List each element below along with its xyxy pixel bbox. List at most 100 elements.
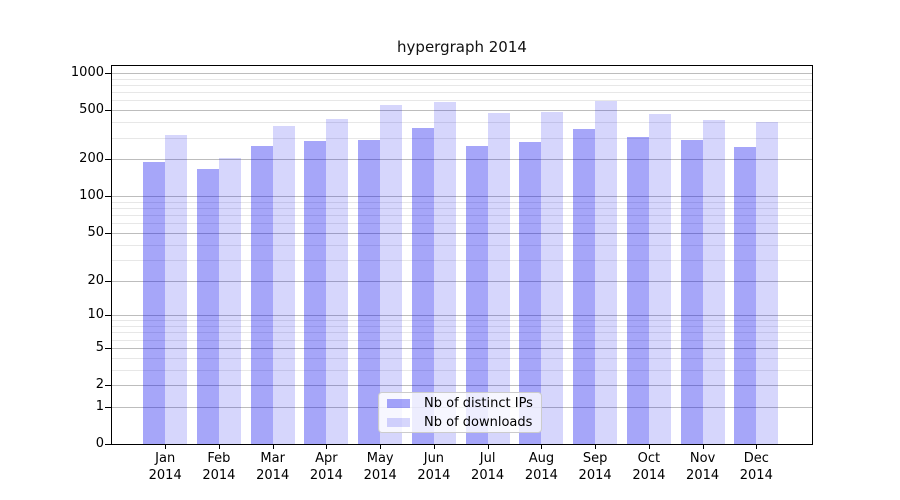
gridline-6 xyxy=(112,339,812,341)
bar-nb-of-downloads-sep-2014 xyxy=(595,100,618,444)
x-tick-mark-7 xyxy=(541,444,543,449)
y-tick-mark-1000 xyxy=(105,73,111,74)
bar-nb-of-distinct-ips-feb-2014 xyxy=(196,168,219,444)
bar-nb-of-distinct-ips-sep-2014 xyxy=(573,129,596,444)
gridline-800 xyxy=(112,85,812,86)
x-tick-label-dec-2014: Dec 2014 xyxy=(739,451,773,483)
x-tick-mark-1 xyxy=(218,444,220,449)
x-tick-label-mar-2014: Mar 2014 xyxy=(256,451,290,483)
bar-nb-of-distinct-ips-mar-2014 xyxy=(250,146,273,444)
x-tick-label-nov-2014: Nov 2014 xyxy=(686,451,720,483)
gridline-5 xyxy=(112,347,812,349)
x-tick-mark-5 xyxy=(433,444,435,449)
y-tick-label-10: 10 xyxy=(87,307,104,323)
x-tick-label-oct-2014: Oct 2014 xyxy=(632,451,666,483)
gridline-600 xyxy=(112,100,812,102)
gridline-200 xyxy=(112,159,812,161)
x-tick-mark-11 xyxy=(756,444,758,449)
y-tick-mark-500 xyxy=(105,110,111,112)
plot-area: 0 1 2 5 10 20 50 100 200 500 1000 Jan 2014 Feb 2014 Ma… xyxy=(71,65,813,483)
gridline-60 xyxy=(112,223,812,225)
x-tick-mark-2 xyxy=(272,444,274,449)
y-tick-mark-50 xyxy=(105,232,111,234)
bar-nb-of-downloads-nov-2014 xyxy=(702,119,725,444)
gridline-500 xyxy=(112,110,812,112)
bar-nb-of-distinct-ips-jan-2014 xyxy=(143,162,166,444)
gridline-8 xyxy=(112,326,812,327)
bar-nb-of-downloads-jun-2014 xyxy=(433,102,456,444)
y-tick-label-20: 20 xyxy=(87,272,104,288)
bar-nb-of-downloads-mar-2014 xyxy=(272,125,295,444)
legend-item-distinct-ips: Nb of distinct IPs xyxy=(387,396,533,411)
x-tick-label-aug-2014: Aug 2014 xyxy=(524,451,558,483)
bar-nb-of-distinct-ips-nov-2014 xyxy=(680,139,703,444)
x-tick-label-jun-2014: Jun 2014 xyxy=(417,451,451,483)
gridline-700 xyxy=(112,92,812,94)
gridline-900 xyxy=(112,78,812,80)
y-tick-label-50: 50 xyxy=(87,224,104,240)
bar-nb-of-downloads-jul-2014 xyxy=(487,113,510,444)
bar-nb-of-downloads-may-2014 xyxy=(380,105,403,444)
y-tick-mark-10 xyxy=(105,315,111,317)
x-tick-mark-8 xyxy=(595,444,597,449)
bar-nb-of-distinct-ips-dec-2014 xyxy=(734,146,757,444)
bar-nb-of-downloads-dec-2014 xyxy=(756,121,779,444)
bar-nb-of-downloads-aug-2014 xyxy=(541,112,564,444)
gridline-40 xyxy=(112,244,812,246)
bar-nb-of-downloads-oct-2014 xyxy=(648,114,671,444)
gridline-80 xyxy=(112,208,812,209)
legend: Nb of distinct IPs Nb of downloads xyxy=(378,392,542,433)
x-tick-mark-0 xyxy=(165,444,167,449)
gridline-7 xyxy=(112,332,812,334)
gridline-100 xyxy=(112,196,812,198)
gridline-50 xyxy=(112,232,812,234)
y-tick-label-1000: 1000 xyxy=(70,65,104,80)
x-tick-label-jan-2014: Jan 2014 xyxy=(148,451,182,483)
gridline-400 xyxy=(112,122,812,124)
x-tick-label-may-2014: May 2014 xyxy=(363,451,397,483)
bar-nb-of-downloads-jan-2014 xyxy=(165,134,188,444)
x-tick-mark-4 xyxy=(380,444,382,449)
gridline-1000 xyxy=(112,73,812,74)
bar-nb-of-distinct-ips-may-2014 xyxy=(358,140,381,444)
x-tick-label-jul-2014: Jul 2014 xyxy=(471,451,505,483)
y-tick-mark-1 xyxy=(105,406,111,408)
bar-nb-of-downloads-apr-2014 xyxy=(326,118,349,444)
gridline-4 xyxy=(112,357,812,359)
y-tick-label-2: 2 xyxy=(95,377,104,392)
y-tick-mark-100 xyxy=(105,196,111,198)
x-tick-label-sep-2014: Sep 2014 xyxy=(578,451,612,483)
gridline-300 xyxy=(112,137,812,139)
gridline-10 xyxy=(112,315,812,317)
y-tick-mark-5 xyxy=(105,347,111,349)
y-tick-label-5: 5 xyxy=(95,339,104,355)
gridline-2 xyxy=(112,385,812,386)
legend-label-distinct-ips: Nb of distinct IPs xyxy=(424,395,533,411)
legend-label-downloads: Nb of downloads xyxy=(424,414,533,430)
bar-nb-of-distinct-ips-jul-2014 xyxy=(465,145,488,444)
x-tick-mark-6 xyxy=(487,444,489,449)
gridline-90 xyxy=(112,201,812,203)
y-tick-label-500: 500 xyxy=(79,102,104,118)
x-tick-mark-3 xyxy=(326,444,328,449)
bar-nb-of-distinct-ips-aug-2014 xyxy=(519,142,542,444)
y-tick-mark-2 xyxy=(105,385,111,386)
x-tick-label-feb-2014: Feb 2014 xyxy=(202,451,236,483)
y-tick-label-100: 100 xyxy=(79,188,104,204)
legend-item-downloads: Nb of downloads xyxy=(387,415,533,430)
x-tick-mark-9 xyxy=(648,444,650,449)
chart-title: hypergraph 2014 xyxy=(397,38,527,56)
y-tick-mark-0 xyxy=(105,444,111,445)
bar-nb-of-distinct-ips-oct-2014 xyxy=(626,137,649,444)
y-tick-mark-200 xyxy=(105,159,111,161)
bar-nb-of-downloads-feb-2014 xyxy=(218,157,241,444)
gridline-20 xyxy=(112,280,812,282)
y-tick-mark-20 xyxy=(105,280,111,282)
x-tick-mark-10 xyxy=(702,444,704,449)
gridline-9 xyxy=(112,320,812,322)
gridline-3 xyxy=(112,369,812,371)
x-tick-label-apr-2014: Apr 2014 xyxy=(309,451,343,483)
gridline-30 xyxy=(112,259,812,261)
bar-nb-of-distinct-ips-apr-2014 xyxy=(304,140,327,444)
